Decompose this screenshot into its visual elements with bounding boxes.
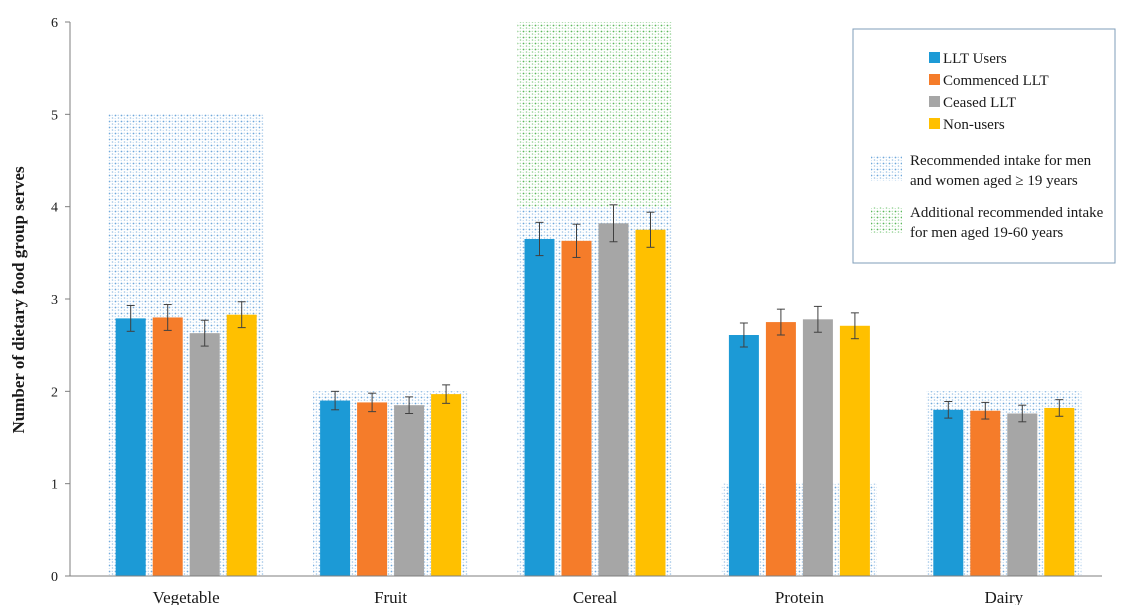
legend: LLT Users Commenced LLT Ceased LLT Non-user… [852, 28, 1116, 264]
error-bar-dairy-non-users [1055, 399, 1064, 417]
y-tick-label-0: 0 [51, 570, 58, 585]
x-tick-label-fruit: Fruit [374, 588, 407, 605]
legend-additional-line-2: for men aged 19-60 years [910, 225, 1063, 241]
error-bar-protein-commenced-llt [776, 308, 785, 336]
error-bar-cereal-ceased-llt [609, 204, 618, 243]
bar-fruit-ceased-llt [394, 405, 425, 576]
y-tick-label-2: 2 [51, 385, 58, 400]
bar-vegetable-llt-users [115, 318, 146, 576]
bar-dairy-commenced-llt [970, 410, 1001, 576]
error-bar-cereal-commenced-llt [572, 223, 581, 258]
legend-swatch-llt-users [929, 52, 940, 63]
error-bar-cereal-llt-users [535, 221, 544, 257]
bar-protein-commenced-llt [765, 322, 796, 576]
additional-band-cereal [517, 22, 673, 207]
error-bar-dairy-ceased-llt [1018, 404, 1027, 423]
error-bar-dairy-commenced-llt [981, 401, 990, 420]
bars [115, 223, 1075, 576]
legend-additional-line-1: Additional recommended intake [910, 205, 1104, 221]
bar-vegetable-non-users [226, 314, 257, 576]
error-bar-protein-llt-users [739, 322, 748, 348]
error-bar-fruit-llt-users [331, 390, 340, 411]
bar-cereal-non-users [635, 229, 666, 576]
bar-protein-llt-users [728, 335, 759, 576]
error-bar-vegetable-commenced-llt [163, 304, 172, 331]
error-bar-protein-ceased-llt [813, 305, 822, 333]
y-tick-label-1: 1 [51, 478, 58, 493]
legend-swatch-additional [871, 207, 902, 233]
bar-protein-ceased-llt [802, 319, 833, 576]
error-bar-vegetable-ceased-llt [200, 319, 209, 347]
bar-cereal-llt-users [524, 238, 555, 576]
error-bar-vegetable-llt-users [126, 304, 135, 332]
y-tick-label-6: 6 [51, 16, 58, 31]
bar-dairy-non-users [1044, 407, 1075, 576]
bar-fruit-llt-users [320, 400, 351, 576]
legend-label-non-users: Non-users [943, 117, 1005, 133]
legend-recommended-line-2: and women aged ≥ 19 years [910, 173, 1078, 189]
error-bar-cereal-non-users [646, 211, 655, 248]
x-tick-label-vegetable: Vegetable [153, 588, 220, 605]
bar-fruit-commenced-llt [357, 402, 388, 576]
bar-dairy-ceased-llt [1007, 413, 1038, 576]
legend-swatch-commenced-llt [929, 74, 940, 85]
y-ticks: 0 1 2 3 4 5 6 [51, 16, 70, 585]
error-bar-fruit-ceased-llt [405, 396, 414, 414]
error-bars [126, 204, 1064, 423]
bar-vegetable-commenced-llt [152, 317, 183, 576]
legend-swatch-non-users [929, 118, 940, 129]
y-tick-label-3: 3 [51, 293, 58, 308]
error-bar-protein-non-users [850, 312, 859, 340]
error-bar-fruit-non-users [442, 384, 451, 404]
y-tick-label-4: 4 [51, 201, 58, 216]
error-bar-vegetable-non-users [237, 301, 246, 329]
bar-cereal-ceased-llt [598, 223, 629, 576]
y-axis-label: Number of dietary food group serves [9, 166, 28, 433]
legend-swatch-recommended [871, 155, 902, 181]
error-bar-dairy-llt-users [944, 400, 953, 419]
legend-recommended-line-1: Recommended intake for men [910, 153, 1092, 169]
bar-dairy-llt-users [933, 409, 964, 576]
legend-swatch-ceased-llt [929, 96, 940, 107]
y-tick-label-5: 5 [51, 108, 58, 123]
legend-label-llt-users: LLT Users [943, 51, 1007, 67]
legend-label-commenced-llt: Commenced LLT [943, 73, 1049, 89]
bar-fruit-non-users [431, 394, 462, 576]
x-tick-label-dairy: Dairy [984, 588, 1023, 605]
x-tick-label-cereal: Cereal [573, 588, 618, 605]
legend-label-ceased-llt: Ceased LLT [943, 95, 1016, 111]
error-bar-fruit-commenced-llt [368, 392, 377, 413]
bar-cereal-commenced-llt [561, 240, 592, 576]
bar-vegetable-ceased-llt [189, 333, 220, 576]
x-category-labels: Vegetable Fruit Cereal Protein Dairy [153, 588, 1024, 607]
bar-protein-non-users [839, 325, 870, 576]
x-tick-label-protein: Protein [775, 588, 825, 605]
